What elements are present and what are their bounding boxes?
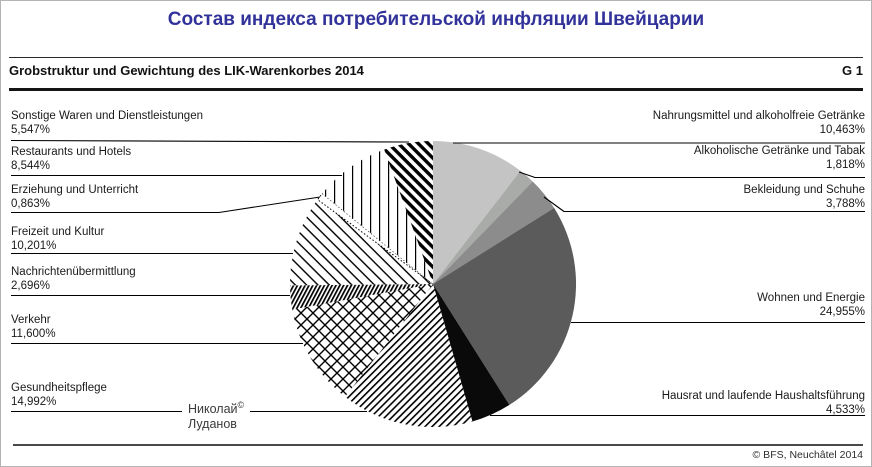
pie-slices: [289, 141, 577, 428]
header-top-rule: [9, 57, 863, 58]
leader-line-1: [518, 171, 865, 179]
header-bottom-rule: [9, 88, 863, 91]
page-title: Состав индекса потребительской инфляции …: [167, 9, 705, 30]
copyright-mark: ©: [237, 400, 245, 410]
pie-slice-8: [289, 199, 433, 286]
watermark: Николай© Луданов: [182, 398, 251, 433]
pie-slice-7: [290, 284, 433, 310]
pie-slice-3: [433, 207, 577, 405]
pie-slice-11: [384, 141, 433, 284]
chart-title: Grobstruktur und Gewichtung des LIK-Ware…: [9, 63, 364, 78]
watermark-line1: Николай©: [188, 400, 245, 417]
footer-rule: [13, 444, 863, 446]
leader-line-9: [11, 196, 321, 214]
pie-slice-6: [292, 284, 433, 397]
pie-slice-1: [433, 170, 533, 284]
watermark-line2: Луданов: [188, 417, 237, 432]
pie-slice-0: [433, 141, 521, 284]
pie-slice-4: [433, 284, 510, 422]
pie-slice-2: [433, 181, 555, 284]
pie-slice-5: [345, 284, 473, 428]
pie-slice-10: [322, 149, 433, 284]
chart-graphic-number: G 1: [842, 63, 863, 78]
chart-header: Grobstruktur und Gewichtung des LIK-Ware…: [9, 63, 863, 78]
footer-copyright: © BFS, Neuchâtel 2014: [752, 449, 863, 461]
leader-lines: [10, 139, 865, 417]
pie-slice-9: [316, 192, 434, 285]
leader-line-11: [10, 139, 410, 143]
leader-line-2: [543, 196, 865, 213]
